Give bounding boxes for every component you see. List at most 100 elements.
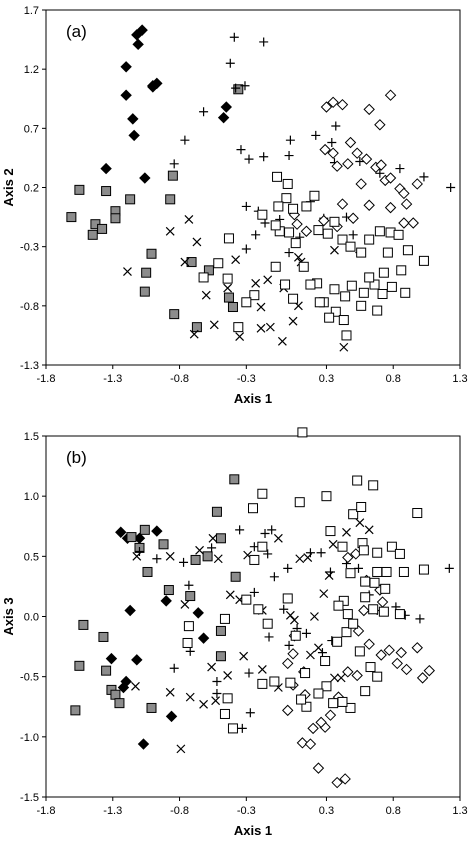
plus-point (241, 244, 251, 254)
x-point (265, 322, 275, 332)
open-square-point (369, 279, 380, 290)
x-tick-label: -1.8 (37, 805, 56, 817)
open-square-point (372, 566, 383, 577)
plus-point (134, 547, 144, 557)
open-square-point (368, 480, 379, 491)
open-square-point (309, 190, 320, 201)
x-point (209, 320, 219, 330)
y-tick-label: 1.7 (24, 5, 39, 17)
open-square-point (249, 554, 260, 565)
open-square-point (356, 300, 367, 311)
x-point (277, 336, 287, 346)
open-square-point (333, 600, 344, 611)
gray-square-point (163, 585, 174, 596)
filled-diamond-point (127, 113, 139, 125)
plus-point (237, 723, 247, 733)
open-square-point (380, 583, 391, 594)
filled-diamond-point (128, 129, 140, 142)
open-square-point (325, 526, 336, 537)
plus-point (225, 58, 235, 68)
filled-diamond-point (131, 29, 143, 41)
plus-point (240, 81, 250, 91)
open-diamond-point (304, 738, 317, 750)
plus-point (169, 663, 179, 673)
gray-square-point (211, 506, 222, 517)
panel-label: (b) (66, 448, 87, 467)
y-axis-label: Axis 2 (1, 168, 16, 206)
open-square-point (372, 671, 383, 682)
open-square-point (348, 618, 359, 629)
plus-point (301, 628, 311, 638)
open-square-point (364, 272, 375, 283)
series-open-diamond (288, 89, 423, 237)
open-diamond-point (363, 199, 375, 211)
x-tick-label: -0.8 (170, 805, 189, 817)
plus-point (249, 542, 259, 552)
y-tick-label: -0.8 (20, 301, 39, 313)
x-point (314, 643, 323, 653)
open-square-point (348, 509, 359, 520)
open-square-point (382, 247, 393, 258)
open-square-point (280, 279, 291, 290)
open-diamond-point (384, 89, 397, 101)
open-square-point (241, 594, 252, 605)
open-square-point (233, 322, 244, 333)
y-tick-label: 0.2 (24, 183, 39, 195)
y-tick-label: -0.3 (20, 242, 39, 254)
open-square-point (288, 203, 299, 214)
plus-point (283, 563, 293, 573)
x-point (185, 692, 195, 702)
plus-point (419, 172, 429, 182)
open-square-point (321, 681, 332, 692)
open-square-point (314, 297, 325, 308)
open-square-point (364, 234, 375, 245)
open-diamond-point (327, 96, 339, 109)
open-diamond-point (324, 709, 337, 721)
x-point (319, 589, 329, 599)
open-square-point (285, 677, 296, 688)
filled-diamond-point (120, 61, 132, 73)
gray-square-point (165, 194, 176, 205)
open-diamond-point (315, 716, 327, 729)
filled-diamond-point (147, 80, 159, 92)
x-point (199, 699, 209, 709)
gray-square-point (203, 265, 214, 276)
plus-point (267, 525, 277, 535)
open-diamond-point (383, 644, 395, 656)
open-square-point (305, 279, 316, 290)
open-square-point (290, 238, 301, 249)
x-tick-label: 0.8 (386, 805, 401, 817)
y-tick-label: -1.0 (20, 732, 39, 744)
x-point (201, 290, 211, 300)
x-point (213, 554, 223, 564)
open-diamond-point (400, 663, 413, 676)
open-square-point (297, 427, 308, 438)
x-point (225, 590, 235, 600)
plus-point (285, 135, 295, 145)
plus-point (284, 640, 294, 650)
gray-square-point (126, 532, 137, 543)
open-square-point (241, 297, 252, 308)
open-diamond-point (291, 218, 303, 230)
open-diamond-point (339, 773, 351, 785)
x-point (355, 518, 365, 528)
open-square-point (360, 592, 371, 603)
x-tick-label: -1.3 (103, 373, 122, 385)
open-square-point (269, 676, 280, 687)
y-tick-label: -1.3 (20, 360, 39, 372)
series-gray-square (70, 474, 241, 716)
filled-diamond-point (137, 738, 150, 750)
open-square-point (321, 491, 332, 502)
open-square-point (281, 193, 292, 204)
open-square-point (313, 688, 324, 699)
plus-point (264, 632, 274, 642)
x-point (165, 551, 175, 561)
plus-point (375, 168, 385, 178)
x-tick-label: 1.3 (452, 805, 467, 817)
open-square-point (352, 475, 363, 486)
open-square-point (398, 566, 409, 577)
open-square-point (386, 541, 397, 552)
series-plus (169, 32, 456, 258)
filled-diamond-point (117, 681, 130, 694)
